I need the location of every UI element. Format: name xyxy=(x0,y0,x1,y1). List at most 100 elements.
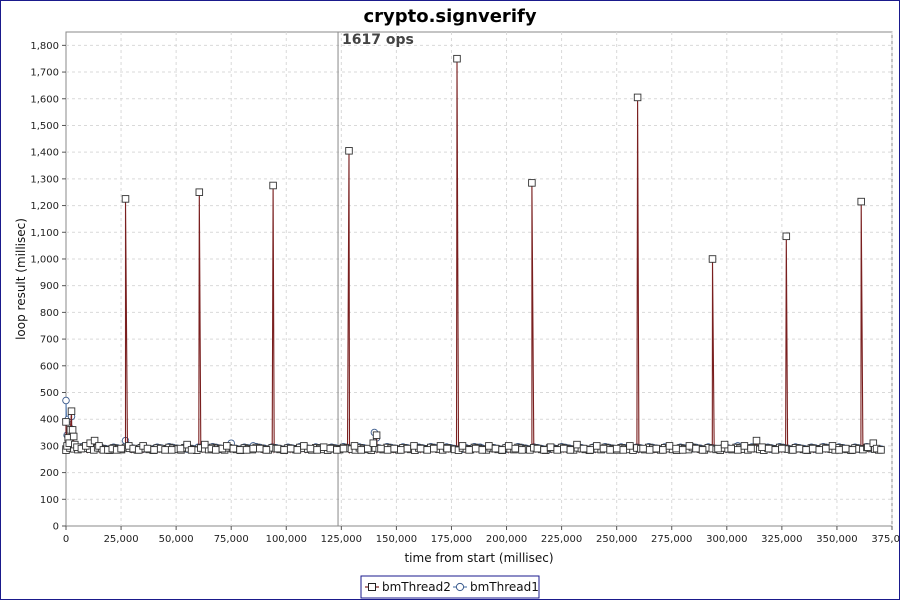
data-point-bmThread2 xyxy=(518,446,526,454)
data-point-bmThread2 xyxy=(443,444,451,453)
data-point-bmThread2 xyxy=(167,446,176,454)
data-point-bmThread2 xyxy=(249,444,257,453)
y-tick-label: 1,800 xyxy=(30,41,59,52)
data-point-bmThread2 xyxy=(453,54,461,63)
legend-item-bmthread2: bmThread2 xyxy=(365,580,451,594)
x-tick-label: 175,000 xyxy=(431,534,472,545)
data-point-bmThread2 xyxy=(822,444,830,453)
data-point-bmThread2 xyxy=(491,444,500,453)
data-point-bmThread2 xyxy=(465,446,473,454)
x-axis-label: time from start (millisec) xyxy=(404,551,553,565)
data-point-bmThread2 xyxy=(533,444,542,453)
x-axis: 0 25,000 50,000 75,000 100,000 125,000 150,000… xyxy=(63,526,900,545)
data-point-bmThread2 xyxy=(593,442,601,450)
data-point-bmThread2 xyxy=(229,444,238,453)
data-point-bmThread2 xyxy=(430,444,438,453)
data-point-bmThread2 xyxy=(345,147,353,155)
data-point-bmThread2 xyxy=(383,446,392,454)
data-point-bmThread2 xyxy=(150,446,158,454)
data-point-bmThread2 xyxy=(504,442,513,450)
y-tick-label: 1,100 xyxy=(30,228,59,239)
x-tick-label: 225,000 xyxy=(541,534,582,545)
data-point-bmThread2 xyxy=(747,444,755,453)
data-point-bmThread2 xyxy=(350,442,359,450)
data-point-bmThread2 xyxy=(280,446,288,454)
data-point-bmThread2 xyxy=(579,444,588,453)
data-point-bmThread2 xyxy=(176,444,185,453)
legend: bmThread2 bmThread1 xyxy=(360,575,540,599)
data-point-bmThread2 xyxy=(201,440,209,449)
y-tick-label: 1,300 xyxy=(30,174,59,185)
data-point-bmThread2 xyxy=(423,446,431,454)
y-tick-label: 1,600 xyxy=(30,94,59,105)
data-point-bmThread2 xyxy=(485,442,493,450)
data-point-bmThread2 xyxy=(626,442,634,450)
data-point-bmThread2 xyxy=(586,446,594,454)
y-tick-label: 1,000 xyxy=(30,254,59,265)
data-point-bmThread2 xyxy=(397,446,405,454)
data-point-bmThread2 xyxy=(778,444,786,453)
data-point-bmThread2 xyxy=(848,446,857,454)
data-point-bmThread2 xyxy=(511,444,520,453)
data-point-bmThread2 xyxy=(390,444,398,453)
data-point-bmThread2 xyxy=(573,440,581,449)
data-point-bmThread2 xyxy=(161,446,169,454)
data-point-bmThread2 xyxy=(672,444,680,453)
data-point-bmThread2 xyxy=(758,443,766,451)
data-point-bmThread2 xyxy=(471,444,480,453)
data-point-bmThread2 xyxy=(223,442,231,450)
legend-marker-bmthread2 xyxy=(368,583,376,591)
data-point-bmThread2 xyxy=(808,444,817,453)
data-point-bmThread2 xyxy=(458,442,467,450)
y-tick-label: 0 xyxy=(53,522,59,533)
data-point-bmThread2 xyxy=(528,179,536,187)
data-point-bmThread2 xyxy=(256,444,264,453)
x-tick-label: 325,000 xyxy=(761,534,802,545)
data-point-bmThread2 xyxy=(553,446,561,454)
data-point-bmThread2 xyxy=(326,444,335,453)
y-tick-label: 500 xyxy=(40,388,59,399)
y-tick-label: 100 xyxy=(40,495,59,506)
data-point-bmThread2 xyxy=(678,446,687,454)
x-tick-label: 275,000 xyxy=(651,534,692,545)
data-point-bmThread2 xyxy=(357,446,365,454)
data-point-bmThread2 xyxy=(727,444,735,453)
y-tick-label: 800 xyxy=(40,308,59,319)
data-point-bmThread2 xyxy=(62,418,70,426)
data-point-bmThread2 xyxy=(560,444,568,453)
data-point-bmThread2 xyxy=(734,446,742,454)
data-point-bmThread2 xyxy=(612,444,621,453)
chart-title: crypto.signverify xyxy=(363,6,536,27)
data-point-bmThread2 xyxy=(339,444,348,453)
data-point-bmThread2 xyxy=(403,444,412,453)
data-point-bmThread2 xyxy=(377,444,385,453)
data-point-bmThread2 xyxy=(416,444,425,453)
data-point-bmThread2 xyxy=(652,444,661,453)
y-tick-label: 700 xyxy=(40,335,59,346)
data-point-bmThread2 xyxy=(187,446,196,454)
data-point-bmThread2 xyxy=(645,446,654,454)
data-point-bmThread2 xyxy=(877,446,885,454)
data-point-bmThread2 xyxy=(273,444,282,453)
x-tick-label: 0 xyxy=(63,534,69,545)
data-point-bmThread2 xyxy=(319,443,328,451)
data-point-bmThread2 xyxy=(566,446,575,454)
data-point-bmThread2 xyxy=(720,440,729,449)
data-point-bmThread2 xyxy=(546,443,555,451)
data-point-bmThread2 xyxy=(619,446,628,454)
data-point-bmThread2 xyxy=(269,181,277,190)
grid-lines xyxy=(66,32,893,526)
data-point-bmThread2 xyxy=(540,446,548,454)
data-point-bmThread2 xyxy=(90,436,99,445)
data-point-bmThread2 xyxy=(708,255,717,263)
data-point-bmThread2 xyxy=(410,442,418,450)
series-bmThread2 xyxy=(62,54,885,455)
y-tick-label: 1,700 xyxy=(30,68,59,79)
data-point-bmThread2 xyxy=(789,446,797,454)
data-point-bmThread2 xyxy=(436,442,445,450)
data-point-bmThread2 xyxy=(639,444,647,453)
data-point-bmThread2 xyxy=(242,446,251,454)
data-point-bmThread2 xyxy=(771,446,780,454)
data-point-bmThread2 xyxy=(864,443,872,451)
